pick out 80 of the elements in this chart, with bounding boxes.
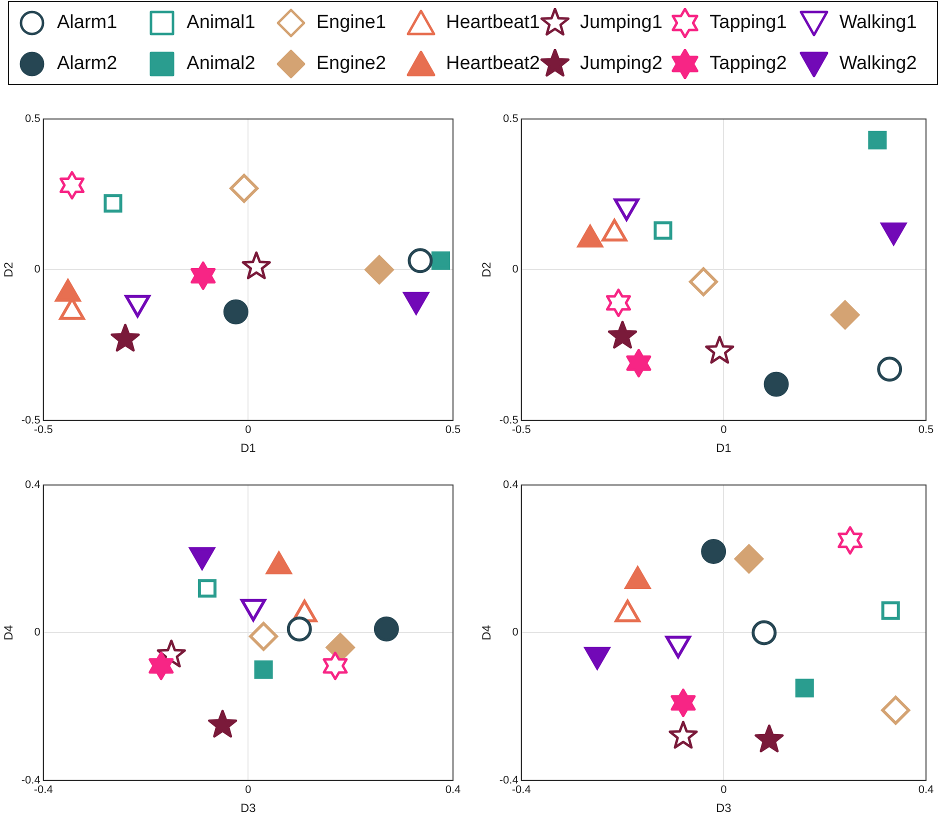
y-tick-label: 0: [34, 626, 40, 639]
point: [431, 251, 450, 270]
point: [838, 526, 863, 555]
point: [198, 579, 216, 598]
y-axis-title: D4: [2, 624, 16, 640]
x-tick-label: 0: [720, 424, 727, 436]
x-axis-title: D3: [716, 801, 732, 816]
x-tick-label: 0: [720, 784, 727, 796]
y-tick-label: 0: [512, 626, 518, 639]
x-tick-label: 0: [245, 424, 252, 436]
legend-label: Walking2: [839, 52, 917, 74]
y-tick-label: 0.4: [25, 479, 40, 492]
point: [242, 251, 271, 280]
legend-label: Heartbeat2: [446, 52, 540, 74]
legend-label: Jumping2: [580, 52, 662, 74]
point: [795, 678, 814, 698]
x-tick-label: 0.5: [918, 424, 934, 436]
point: [881, 601, 900, 620]
point: [608, 320, 638, 349]
y-tick-label: -0.4: [499, 774, 518, 786]
legend-label: Tapping2: [710, 52, 787, 74]
point: [223, 299, 248, 324]
point: [764, 372, 789, 397]
legend-label: Heartbeat1: [446, 12, 540, 34]
point: [249, 622, 278, 651]
legend-label: Alarm1: [57, 12, 118, 34]
point: [254, 660, 273, 679]
y-tick-label: 0.5: [25, 113, 40, 126]
point: [830, 300, 860, 330]
point: [734, 544, 764, 574]
point: [626, 348, 652, 378]
point: [670, 688, 696, 718]
x-tick-label: 0.5: [445, 424, 461, 436]
point: [364, 255, 394, 284]
point: [60, 171, 85, 200]
point: [752, 620, 777, 646]
y-tick-label: 0: [512, 264, 518, 276]
legend-label: Engine1: [316, 12, 386, 34]
point: [606, 288, 631, 318]
point: [230, 174, 259, 203]
point: [701, 538, 726, 564]
legend-label: Jumping1: [580, 12, 662, 34]
legend-label: Animal1: [186, 12, 256, 34]
x-tick-label: 0.4: [918, 784, 934, 796]
point: [654, 221, 672, 240]
y-axis-title: D2: [480, 262, 494, 278]
legend-label: Alarm2: [57, 52, 118, 74]
legend-label: Tapping1: [710, 12, 787, 34]
x-axis-title: D3: [240, 801, 256, 816]
point: [688, 267, 718, 296]
point: [208, 710, 238, 738]
x-tick-label: 0.4: [445, 784, 461, 796]
point: [148, 652, 174, 680]
legend-label: Walking1: [839, 12, 917, 34]
point: [868, 130, 887, 150]
point: [104, 194, 122, 213]
y-tick-label: 0: [34, 264, 40, 276]
y-tick-label: -0.5: [21, 414, 40, 426]
legend-label: Engine2: [316, 52, 386, 74]
y-tick-label: 0.4: [503, 479, 518, 492]
y-axis-title: D4: [480, 624, 494, 640]
point: [190, 261, 216, 290]
point: [286, 616, 312, 642]
y-tick-label: 0.5: [503, 113, 518, 126]
x-tick-label: 0: [245, 784, 252, 796]
x-axis-title: D1: [716, 441, 732, 456]
legend-label: Animal2: [186, 52, 256, 74]
point: [322, 652, 348, 680]
y-tick-label: -0.4: [21, 774, 40, 786]
y-axis-title: D2: [2, 262, 16, 278]
x-axis-title: D1: [240, 441, 256, 456]
point: [754, 724, 784, 752]
point: [877, 356, 902, 382]
point: [110, 324, 140, 352]
y-tick-label: -0.5: [499, 414, 518, 426]
point: [705, 336, 734, 364]
point: [881, 696, 910, 725]
point: [408, 248, 433, 274]
point: [374, 616, 399, 642]
point: [668, 720, 698, 749]
